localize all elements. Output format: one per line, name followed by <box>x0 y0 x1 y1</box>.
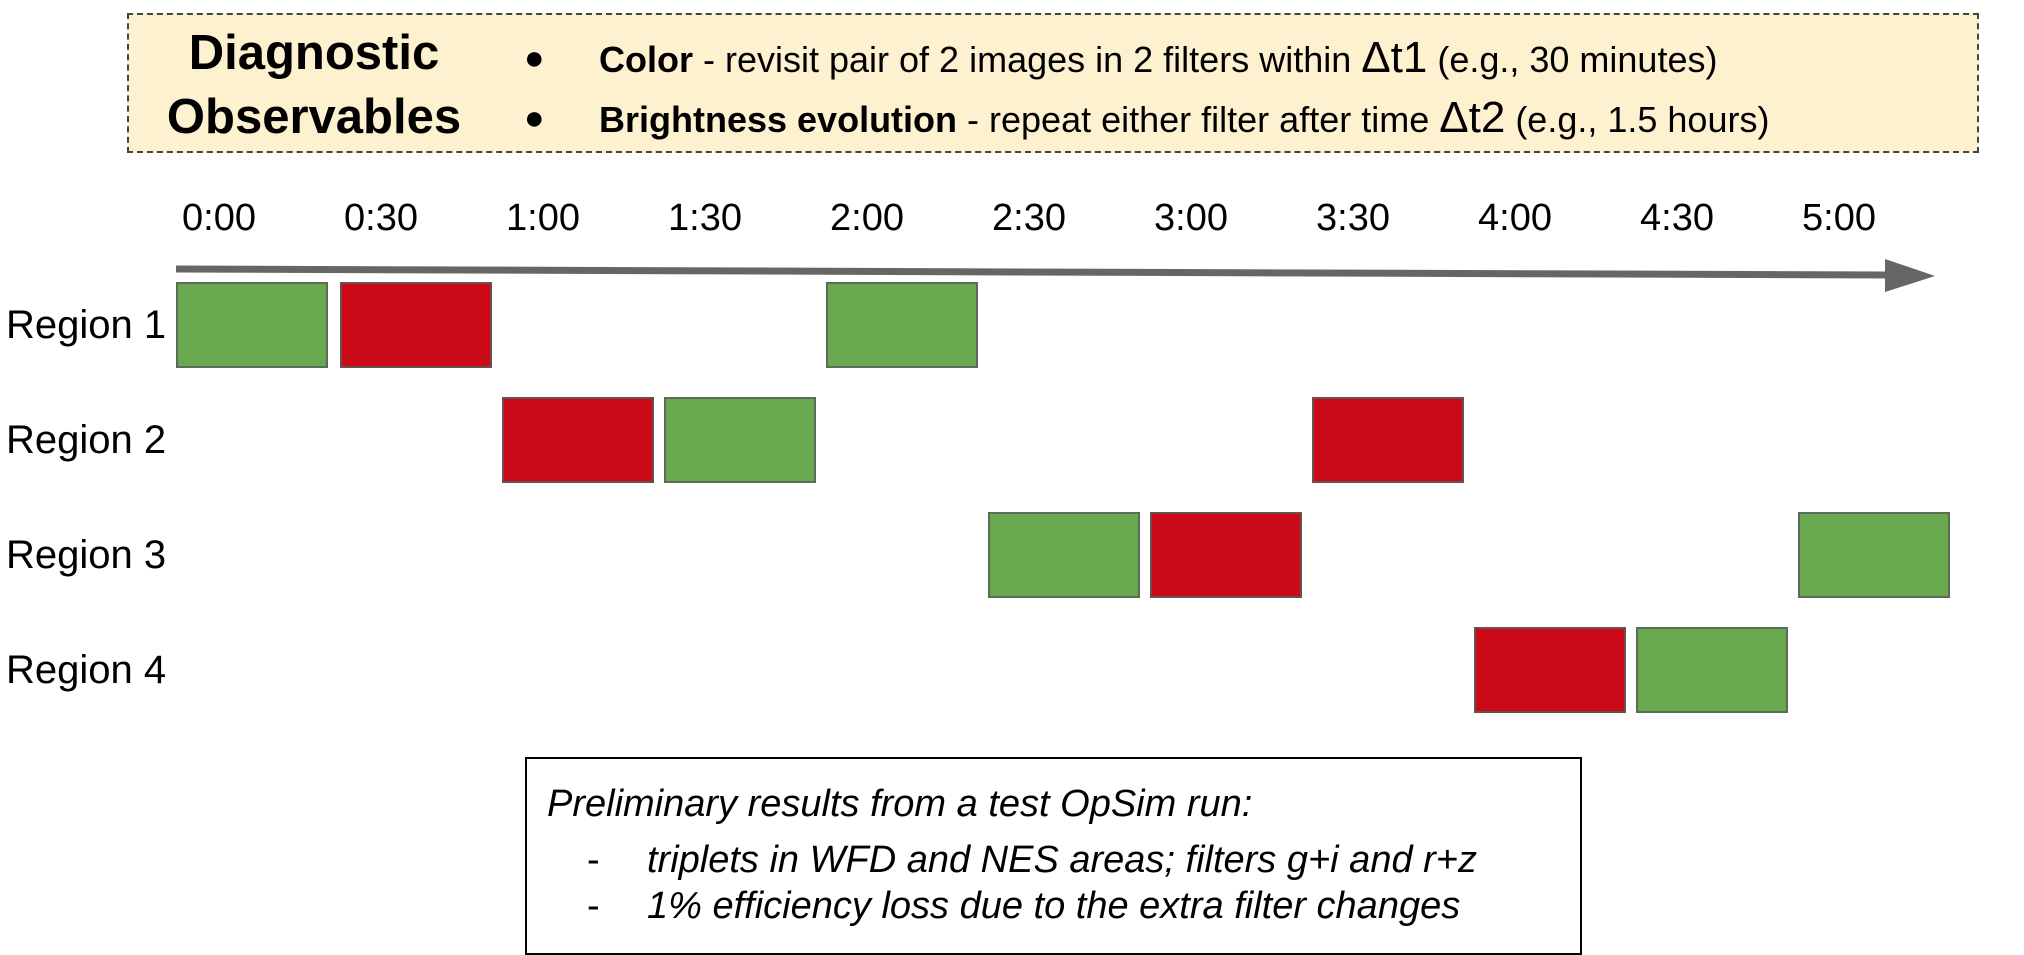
diagnostic-list: ● Color - revisit pair of 2 images in 2 … <box>524 29 1769 149</box>
arrow-right-icon <box>1885 259 1935 292</box>
diagnostic-item-brightness: ● Brightness evolution - repeat either f… <box>524 89 1769 149</box>
diagnostic-item-label: Brightness evolution <box>599 99 958 140</box>
observation-block-green <box>1636 627 1788 713</box>
time-axis-line <box>175 265 1891 279</box>
bullet-icon: ● <box>524 39 545 77</box>
observation-block-red <box>340 282 492 368</box>
time-tick-label: 0:00 <box>182 197 256 239</box>
time-tick-label: 2:30 <box>992 197 1066 239</box>
region-label: Region 4 <box>6 648 167 692</box>
note-line: - 1% efficiency loss due to the extra fil… <box>587 883 1460 929</box>
observation-block-red <box>1474 627 1626 713</box>
bullet-icon: ● <box>524 99 545 137</box>
observation-block-green <box>664 397 816 483</box>
time-tick-label: 1:30 <box>668 197 742 239</box>
region-label: Region 1 <box>6 303 167 347</box>
time-tick-label: 4:30 <box>1640 197 1714 239</box>
diagnostic-item-delta: Δt2 <box>1439 93 1506 142</box>
diagnostic-title-line1: Diagnostic <box>188 26 440 80</box>
note-title: Preliminary results from a test OpSim ru… <box>547 783 1253 825</box>
region-label: Region 2 <box>6 418 167 462</box>
observation-block-green <box>826 282 978 368</box>
time-tick-label: 4:00 <box>1478 197 1552 239</box>
note-line-text: triplets in WFD and NES areas; filters g… <box>647 839 1477 881</box>
dash-icon: - <box>587 839 600 881</box>
time-tick-label: 5:00 <box>1802 197 1876 239</box>
diagnostic-observables-box: Diagnostic Observables ● Color - revisit… <box>127 13 1979 153</box>
note-line: - triplets in WFD and NES areas; filters … <box>587 837 1477 883</box>
region-label: Region 3 <box>6 533 167 577</box>
observation-block-green <box>988 512 1140 598</box>
observation-block-red <box>1150 512 1302 598</box>
observation-block-red <box>502 397 654 483</box>
diagnostic-item-example: (e.g., 30 minutes) <box>1427 39 1718 80</box>
dash-icon: - <box>587 885 600 927</box>
note-line-text: 1% efficiency loss due to the extra filt… <box>647 885 1461 927</box>
time-tick-label: 0:30 <box>344 197 418 239</box>
observation-block-green <box>1798 512 1950 598</box>
time-tick-label: 3:30 <box>1316 197 1390 239</box>
observation-block-green <box>176 282 328 368</box>
diagnostic-title: Diagnostic Observables <box>129 21 499 149</box>
time-tick-label: 1:00 <box>506 197 580 239</box>
diagnostic-item-text: - repeat either filter after time <box>957 99 1440 140</box>
diagnostic-title-line2: Observables <box>166 90 462 144</box>
diagnostic-item-example: (e.g., 1.5 hours) <box>1505 99 1770 140</box>
time-tick-label: 2:00 <box>830 197 904 239</box>
diagnostic-item-text: - revisit pair of 2 images in 2 filters … <box>693 39 1362 80</box>
time-tick-label: 3:00 <box>1154 197 1228 239</box>
observation-block-red <box>1312 397 1464 483</box>
diagnostic-item-label: Color <box>599 39 693 80</box>
preliminary-results-box: Preliminary results from a test OpSim ru… <box>525 757 1582 955</box>
diagnostic-item-delta: Δt1 <box>1361 33 1428 82</box>
diagnostic-item-color: ● Color - revisit pair of 2 images in 2 … <box>524 29 1769 89</box>
